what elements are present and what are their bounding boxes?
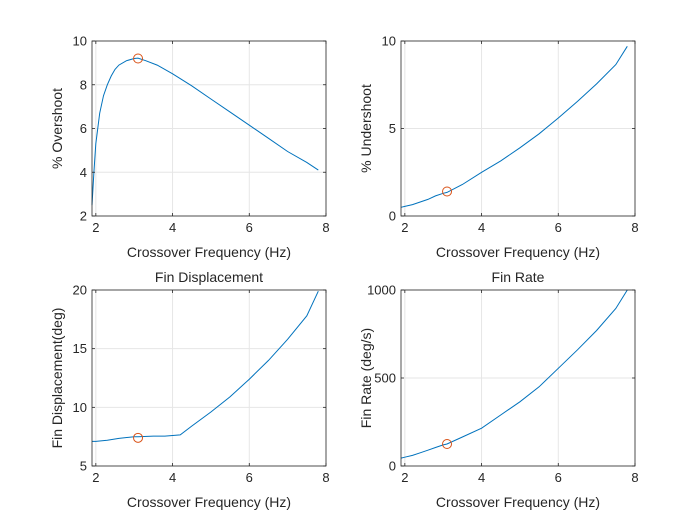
x-axis-label: Crossover Frequency (Hz) [127,494,291,510]
x-tick-label: 8 [631,470,638,485]
x-tick-label: 6 [555,470,562,485]
highlight-marker [442,186,453,197]
x-tick-label: 6 [246,470,253,485]
y-tick-label: 10 [73,34,87,49]
y-tick-label: 1000 [367,283,396,298]
x-axis-label: Crossover Frequency (Hz) [436,494,600,510]
series-line-1 [91,57,319,206]
axes-box [91,289,327,467]
x-axis-label: Crossover Frequency (Hz) [127,244,291,260]
subplot-3: 2 4 6 8 5 10 15 20 Crossover Frequency (Hz) Fin D… [49,269,330,510]
y-tick-label: 500 [374,371,396,386]
x-tick-label: 4 [478,470,485,485]
plot-area [92,290,326,466]
subplot-title: Fin Rate [492,269,545,285]
subplot-title: Fin Displacement [155,269,263,285]
x-tick-label: 2 [401,470,408,485]
y-tick-label: 10 [382,34,396,49]
y-tick-label: 0 [389,459,396,474]
y-axis-label: % Undershoot [358,84,374,173]
highlight-marker [133,53,144,64]
x-tick-label: 2 [92,220,99,235]
y-tick-label: 4 [80,165,87,180]
highlight-marker [133,432,144,443]
y-tick-label: 6 [80,121,87,136]
subplot-1: 2 4 6 8 2 4 6 8 10 Crossover Frequency (Hz) % Over… [49,34,330,261]
x-tick-label: 4 [169,220,176,235]
y-tick-label: 5 [80,459,87,474]
y-tick-label: 8 [80,77,87,92]
series-line-1 [400,289,628,459]
x-tick-label: 4 [169,470,176,485]
y-tick-label: 2 [80,209,87,224]
y-tick-label: 15 [73,341,87,356]
x-tick-label: 8 [322,220,329,235]
y-tick-label: 10 [73,400,87,415]
series-line-1 [92,290,319,442]
y-tick-label: 0 [389,209,396,224]
y-axis-label: Fin Rate (deg/s) [358,328,374,428]
x-tick-label: 4 [478,220,485,235]
series-line-1 [400,46,628,208]
x-tick-label: 2 [92,470,99,485]
x-tick-label: 6 [246,220,253,235]
highlight-marker [442,439,453,449]
y-axis-label: % Overshoot [49,88,65,169]
x-tick-label: 8 [631,220,638,235]
x-tick-label: 6 [555,220,562,235]
x-axis-label: Crossover Frequency (Hz) [436,244,600,260]
subplot-4: 2 4 6 8 0 500 1000 Crossover Frequency (Hz) Fin … [358,269,639,510]
y-tick-label: 20 [73,283,87,298]
x-tick-label: 2 [401,220,408,235]
y-axis-label: Fin Displacement(deg) [49,308,65,449]
y-tick-label: 5 [389,121,396,136]
subplot-2: 2 4 6 8 0 5 10 Crossover Frequency (Hz) % Unders… [358,34,639,261]
x-tick-label: 8 [322,470,329,485]
